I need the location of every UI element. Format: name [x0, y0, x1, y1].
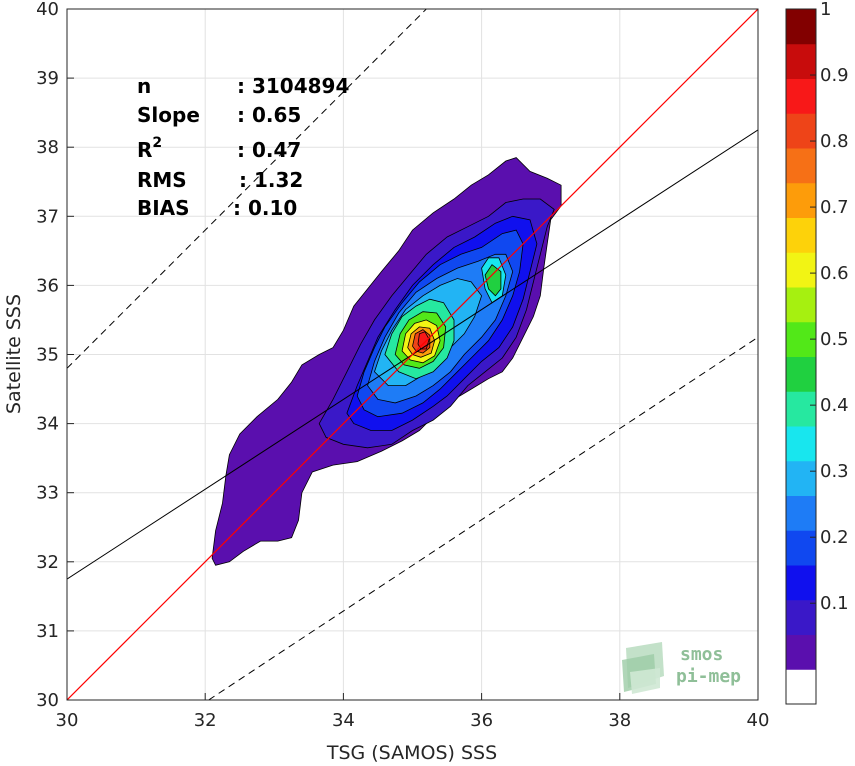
- smos-pimep-logo: smos pi-mep: [622, 642, 741, 694]
- stat-value: : 1.32: [239, 168, 303, 192]
- y-tick-label: 30: [36, 690, 59, 711]
- colorbar-segment: [786, 217, 816, 253]
- lower-bound-line: [208, 336, 758, 700]
- y-tick-label: 40: [36, 0, 59, 20]
- colorbar-segment: [786, 460, 816, 496]
- y-tick-label: 33: [36, 483, 59, 504]
- colorbar-tick-label: 0.2: [820, 527, 849, 548]
- x-tick-label: 40: [747, 710, 770, 731]
- colorbar-segment: [786, 182, 816, 218]
- colorbar-tick-label: 0.7: [820, 197, 849, 218]
- colorbar-segment: [786, 599, 816, 635]
- y-axis-ticks: 30 31 32 33 34 35 36 37 38 39 40: [36, 0, 74, 711]
- contour-level-9: [484, 264, 502, 297]
- colorbar-segment: [786, 78, 816, 114]
- colorbar-tick-label: 0.9: [820, 65, 849, 86]
- density-contours: [211, 157, 562, 566]
- colorbar-segment: [786, 426, 816, 462]
- colorbar-tick-label: 0.6: [820, 263, 849, 284]
- x-tick-label: 34: [332, 710, 355, 731]
- logo-text-smos: smos: [680, 644, 723, 665]
- reference-lines: [67, 9, 758, 700]
- y-tick-label: 36: [36, 275, 59, 296]
- y-tick-label: 35: [36, 345, 59, 366]
- colorbar-segment: [786, 565, 816, 601]
- colorbar-segment: [786, 148, 816, 184]
- colorbar-segment: [786, 634, 816, 670]
- colorbar-tick-label: 0.5: [820, 329, 849, 350]
- colorbar-segment: [786, 252, 816, 288]
- colorbar-segment: [786, 356, 816, 392]
- stat-label: RMS: [137, 168, 187, 192]
- colorbar-ticks: 0.1 0.2 0.3 0.4 0.5 0.6 0.7 0.8 0.9 1: [810, 0, 849, 614]
- colorbar-frame: [785, 8, 817, 705]
- colorbar-segment: [786, 391, 816, 427]
- stat-label: R2: [137, 135, 162, 162]
- x-tick-label: 38: [608, 710, 631, 731]
- colorbar-segment: [786, 9, 816, 45]
- x-tick-label: 36: [470, 710, 493, 731]
- colorbar: [786, 9, 816, 705]
- y-tick-label: 31: [36, 621, 59, 642]
- colorbar-tick-label: 1: [820, 0, 831, 20]
- stats-box: n : 3104894 Slope : 0.65 R2 : 0.47 RMS : 1.32 BI…: [137, 74, 349, 220]
- y-tick-label: 39: [36, 68, 59, 89]
- stat-value: : 0.10: [233, 196, 297, 220]
- colorbar-segment: [786, 495, 816, 531]
- colorbar-tick-label: 0.1: [820, 593, 849, 614]
- x-tick-label: 30: [56, 710, 79, 731]
- colorbar-tick-label: 0.4: [820, 395, 849, 416]
- x-tick-label: 32: [194, 710, 217, 731]
- colorbar-segment: [786, 669, 816, 705]
- colorbar-segment: [786, 287, 816, 323]
- x-axis-label: TSG (SAMOS) SSS: [326, 742, 497, 764]
- stat-label: n: [137, 74, 151, 98]
- x-axis-ticks: 30 32 34 36 38 40: [56, 693, 770, 731]
- stat-label: Slope: [137, 103, 200, 127]
- logo-text-pimep: pi-mep: [676, 666, 741, 687]
- y-tick-label: 32: [36, 552, 59, 573]
- y-tick-label: 37: [36, 206, 59, 227]
- identity-line: [67, 9, 758, 700]
- colorbar-tick-label: 0.3: [820, 461, 849, 482]
- colorbar-segment: [786, 113, 816, 149]
- colorbar-segment: [786, 43, 816, 79]
- upper-bound-line: [67, 9, 428, 369]
- stat-value: : 0.47: [237, 138, 301, 162]
- stat-label: BIAS: [137, 196, 190, 220]
- stat-value: : 3104894: [237, 74, 349, 98]
- colorbar-tick-label: 0.8: [820, 131, 849, 152]
- y-tick-label: 38: [36, 137, 59, 158]
- y-axis-label: Satellite SSS: [3, 294, 25, 414]
- y-tick-label: 34: [36, 414, 59, 435]
- stat-value: : 0.65: [237, 103, 301, 127]
- colorbar-segment: [786, 530, 816, 566]
